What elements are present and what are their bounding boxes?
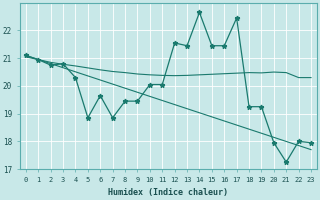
- X-axis label: Humidex (Indice chaleur): Humidex (Indice chaleur): [108, 188, 228, 197]
